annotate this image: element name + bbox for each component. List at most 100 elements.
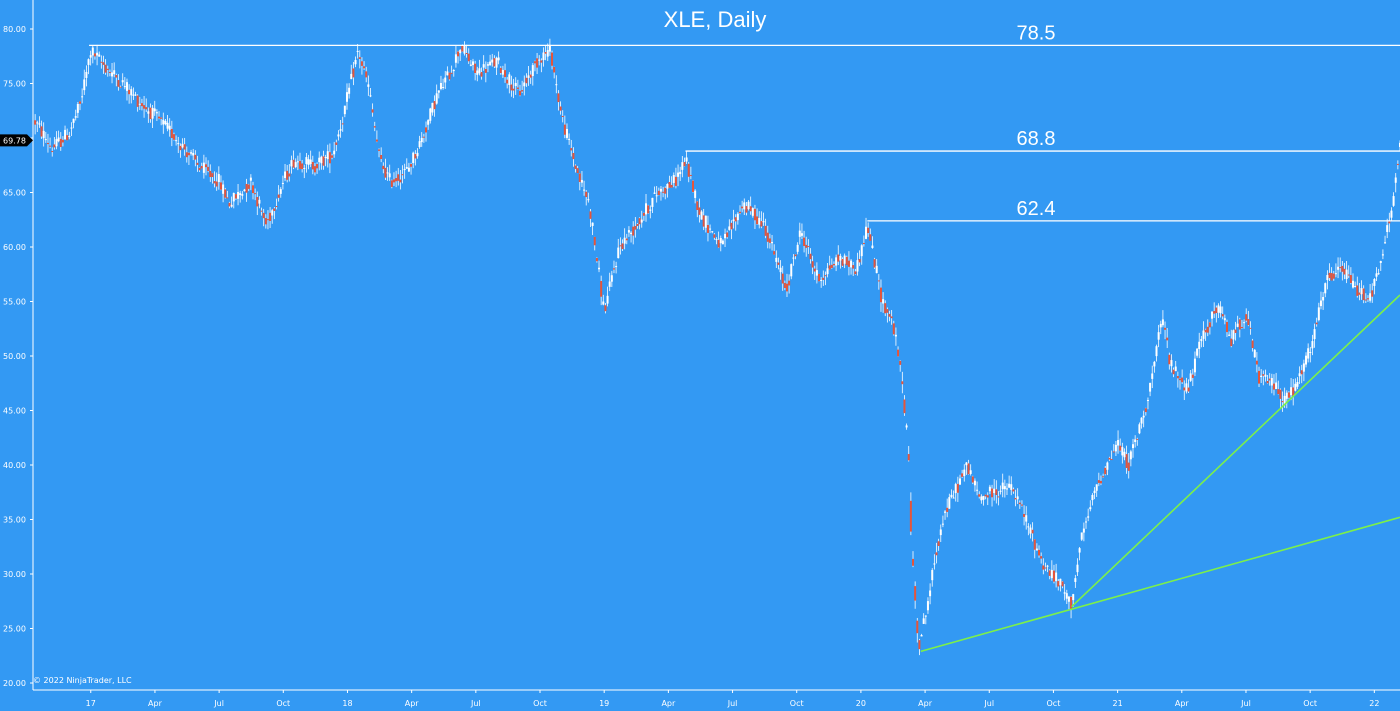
candle-body [230,204,233,207]
candle-body [108,71,111,74]
candle-body [824,275,827,277]
candle-body [444,77,447,83]
candle-body [234,194,237,199]
candle-body [696,201,699,211]
candle-body [472,61,475,65]
candle-body [1080,532,1083,540]
candle-body [241,194,244,196]
candle-body [933,563,936,565]
candle-body [1174,366,1177,372]
candle-body [888,313,891,317]
candle-body [820,279,823,282]
candle-body [967,463,970,475]
candle-body [1305,355,1308,365]
candle-body [796,244,799,252]
candle-body [433,101,436,110]
candle-body [271,210,274,216]
candle-body [85,71,88,78]
candle-body [591,222,594,226]
y-tick-label: 60.00 [3,243,26,252]
candle-body [369,95,372,97]
candle-body [623,237,626,244]
candle-body [1215,307,1218,314]
candle-body [988,486,991,492]
x-tick-label: Oct [533,699,547,708]
candle-body [899,360,902,365]
candle-body [1204,329,1207,333]
candle-body [826,268,829,275]
candle-body [766,232,769,242]
candle-body [681,162,684,170]
candle-body [638,218,641,225]
candle-body [839,255,842,261]
candle-body [920,634,923,637]
candle-body [437,90,440,93]
candle-body [1078,548,1081,553]
candle-body [815,270,818,276]
candle-body [1319,300,1322,307]
candle-body [138,103,141,105]
candle-body [147,111,150,114]
candle-body [1198,341,1201,349]
candle-body [452,70,455,72]
candle-body [504,70,507,78]
candle-body [1292,387,1295,396]
candle-body [617,247,620,259]
candle-body [1217,305,1220,313]
candle-body [1315,322,1318,325]
candle-body [751,208,754,216]
candle-body [55,139,58,147]
candle-body [1283,395,1286,405]
candle-body [237,191,240,199]
candle-body [461,45,464,52]
candle-body [1317,307,1320,321]
x-tick-label: 20 [856,699,866,708]
candle-body [732,219,735,222]
x-tick-label: 17 [86,699,96,708]
candle-body [1311,341,1314,349]
candle-body [1112,451,1115,453]
candle-body [1164,327,1167,330]
candle-body [192,152,195,156]
candle-body [1287,392,1290,398]
candle-body [1262,374,1265,376]
candle-body [1334,273,1337,275]
candle-body [66,135,69,141]
candle-body [717,239,720,248]
candle-body [1356,285,1359,296]
trendline [920,516,1400,653]
candle-body [736,213,739,221]
candle-body [672,175,675,183]
candle-body [83,79,86,91]
candle-body [1240,326,1243,328]
candle-body [655,195,658,197]
candle-body [1187,387,1190,392]
candle-body [726,232,729,238]
candle-body [307,159,310,165]
candle-body [371,109,374,113]
candle-body [46,142,49,145]
candle-body [378,149,381,151]
candle-body [901,381,904,385]
candle-body [734,217,737,222]
candle-body [380,154,383,160]
candle-body [561,115,564,117]
last-price-label: 69.78 [3,136,26,145]
candle-body [946,507,949,512]
chart-title: XLE, Daily [664,7,767,32]
candle-body [781,273,784,284]
candle-body [931,570,934,581]
candle-body [1245,314,1248,321]
candle-body [762,221,765,223]
candle-body [1307,348,1310,359]
y-axis: 80.0075.0070.0065.0060.0055.0050.0045.00… [3,25,33,688]
candle-body [704,215,707,228]
candle-body [749,206,752,212]
candle-body [183,144,186,150]
candle-body [818,273,821,282]
candle-body [1172,369,1175,375]
candle-body [1193,358,1196,373]
candle-body [1394,177,1397,183]
candle-body [706,224,709,233]
candle-body [360,61,363,66]
